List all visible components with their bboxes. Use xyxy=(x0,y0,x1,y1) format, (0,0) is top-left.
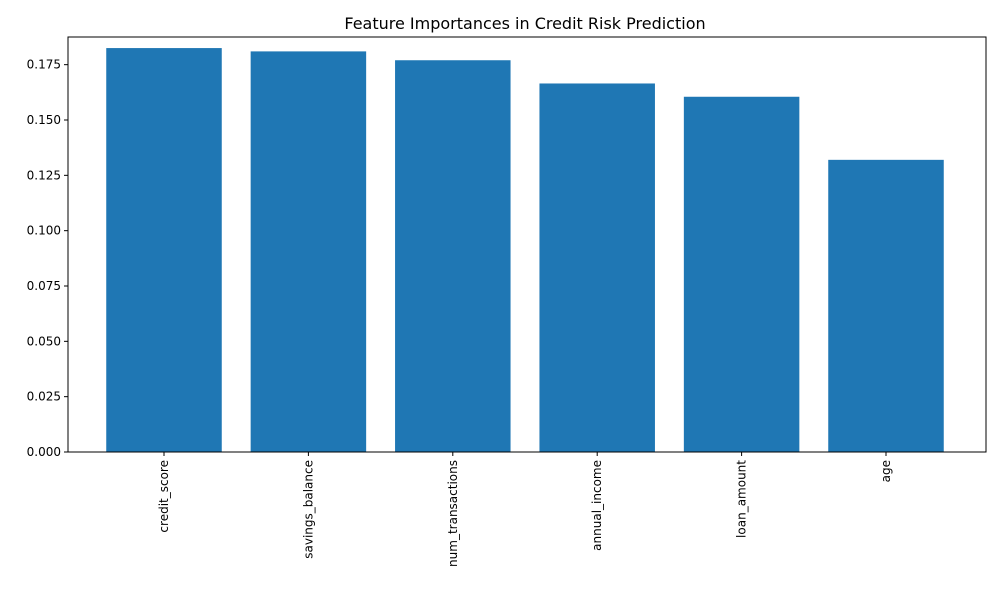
x-tick-label: loan_amount xyxy=(735,460,749,538)
y-axis: 0.000 0.025 0.050 0.075 0.100 0.125 0.150 0.175 xyxy=(27,58,68,459)
bar-annual-income xyxy=(539,83,655,452)
y-tick-label: 0.100 xyxy=(27,224,61,238)
y-tick-label: 0.000 xyxy=(27,445,61,459)
y-tick-label: 0.050 xyxy=(27,334,61,348)
bar-num-transactions xyxy=(395,60,511,453)
x-tick-label: savings_balance xyxy=(301,460,315,559)
y-tick-label: 0.150 xyxy=(27,113,61,127)
bar-savings-balance xyxy=(250,51,367,453)
x-tick-label: num_transactions xyxy=(446,460,460,567)
bars-group xyxy=(106,48,944,453)
y-tick-label: 0.075 xyxy=(27,279,61,293)
bar-credit-score xyxy=(106,48,222,453)
y-tick-label: 0.025 xyxy=(27,390,61,404)
x-tick-label: annual_income xyxy=(590,460,604,551)
x-axis: credit_score savings_balance num_transacti… xyxy=(157,452,893,567)
plot-frame xyxy=(67,36,987,453)
x-tick-label: credit_score xyxy=(157,460,171,533)
chart-title: Feature Importances in Credit Risk Predi… xyxy=(344,14,705,33)
y-tick-label: 0.175 xyxy=(27,58,61,72)
y-tick-label: 0.125 xyxy=(27,168,61,182)
bar-loan-amount xyxy=(683,96,800,452)
x-tick-label: age xyxy=(879,460,893,482)
bar-age xyxy=(828,159,944,452)
